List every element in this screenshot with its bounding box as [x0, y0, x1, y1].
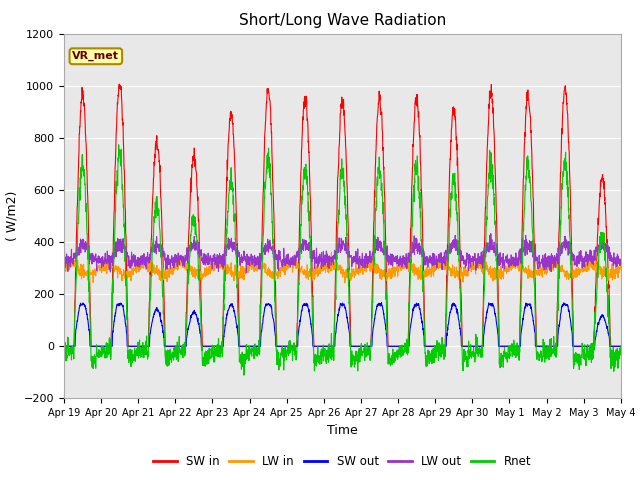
Rnet	[216, 352, 223, 358]
Legend: SW in, LW in, SW out, LW out, Rnet: SW in, LW in, SW out, LW out, Rnet	[148, 450, 536, 473]
LW out	[216, 259, 223, 265]
Line: SW out: SW out	[64, 302, 621, 346]
SW out	[60, 343, 68, 349]
Rnet	[505, 345, 513, 350]
SW in	[584, 343, 591, 349]
LW in	[359, 272, 367, 277]
Rnet	[60, 347, 68, 353]
SW out	[584, 343, 591, 349]
LW out	[568, 250, 576, 255]
LW in	[505, 259, 513, 264]
Line: Rnet: Rnet	[64, 145, 621, 375]
Line: LW in: LW in	[64, 252, 621, 283]
LW out	[487, 231, 495, 237]
SW out	[371, 316, 378, 322]
LW in	[328, 249, 335, 255]
LW in	[371, 270, 379, 276]
Rnet	[584, 342, 591, 348]
LW in	[216, 261, 223, 267]
X-axis label: Time: Time	[327, 424, 358, 437]
Rnet	[115, 142, 122, 148]
SW in	[371, 194, 379, 200]
LW out	[584, 263, 591, 268]
LW out	[505, 257, 513, 263]
SW out	[216, 343, 223, 349]
LW out	[60, 260, 68, 265]
Rnet	[240, 372, 248, 378]
LW in	[584, 261, 591, 267]
SW out	[568, 327, 575, 333]
SW in	[115, 81, 123, 87]
Rnet	[617, 343, 625, 349]
Text: VR_met: VR_met	[72, 51, 119, 61]
SW in	[216, 343, 223, 349]
SW out	[358, 343, 366, 349]
Y-axis label: ( W/m2): ( W/m2)	[5, 191, 18, 241]
LW in	[341, 280, 349, 286]
Rnet	[371, 245, 379, 251]
Line: LW out: LW out	[64, 234, 621, 273]
SW in	[617, 343, 625, 349]
LW out	[359, 263, 367, 268]
SW out	[378, 300, 385, 305]
SW out	[617, 343, 625, 349]
SW in	[60, 343, 68, 349]
LW out	[371, 250, 379, 256]
Rnet	[568, 298, 576, 303]
Rnet	[359, 350, 367, 356]
SW in	[504, 343, 512, 349]
SW in	[359, 343, 367, 349]
SW in	[568, 257, 575, 263]
Title: Short/Long Wave Radiation: Short/Long Wave Radiation	[239, 13, 446, 28]
SW out	[504, 343, 512, 349]
LW in	[568, 268, 576, 274]
LW out	[243, 270, 250, 276]
LW in	[617, 262, 625, 268]
Line: SW in: SW in	[64, 84, 621, 346]
LW out	[617, 262, 625, 268]
LW in	[60, 263, 68, 269]
